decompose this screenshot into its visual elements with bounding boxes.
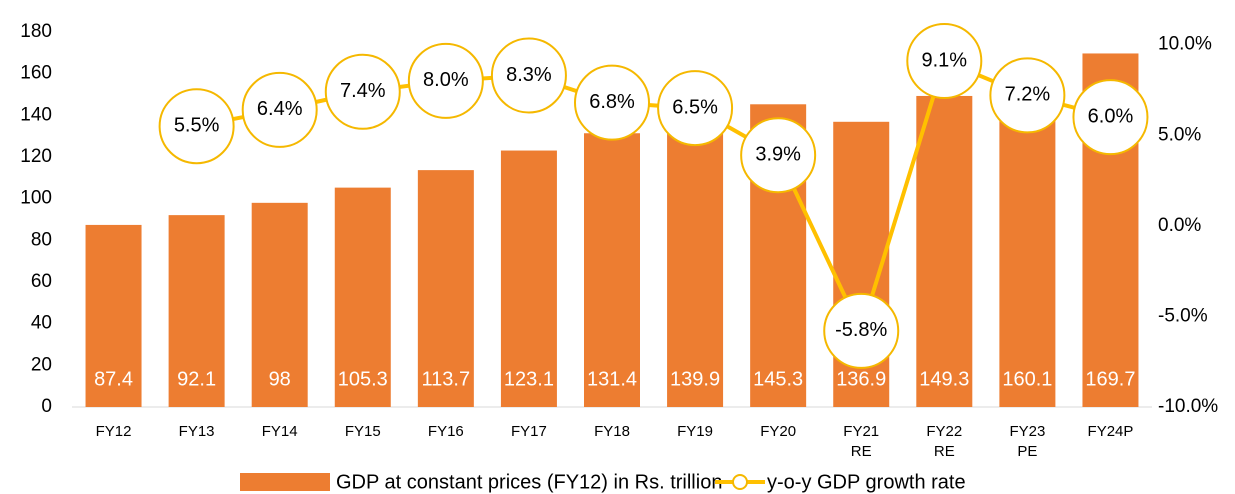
x-tick-label: FY14 xyxy=(262,423,298,440)
y2-tick-label: 0.0% xyxy=(1158,215,1201,236)
y-tick-label: 120 xyxy=(20,146,52,167)
growth-label: 8.3% xyxy=(506,64,552,86)
bar-value-label: 87.4 xyxy=(94,368,133,390)
bar-value-label: 149.3 xyxy=(919,368,969,390)
bar xyxy=(85,224,142,407)
bar xyxy=(334,187,391,407)
growth-label: 6.5% xyxy=(672,96,718,118)
growth-label: 6.0% xyxy=(1088,105,1134,127)
growth-label: 6.4% xyxy=(257,98,303,120)
bar-value-label: 123.1 xyxy=(504,368,554,390)
x-tick-label: FY19 xyxy=(677,423,713,440)
growth-label: 9.1% xyxy=(922,49,968,71)
y-tick-label: 100 xyxy=(20,188,52,209)
x-tick-label: FY20 xyxy=(760,423,796,440)
bar xyxy=(168,215,225,407)
growth-marker xyxy=(490,37,567,114)
x-tick-label: FY18 xyxy=(594,423,630,440)
growth-marker xyxy=(823,292,900,369)
growth-marker xyxy=(407,42,484,119)
bar-value-label: 131.4 xyxy=(587,368,637,390)
legend-swatch xyxy=(240,473,330,491)
y-tick-label: 180 xyxy=(20,21,52,42)
legend-label: GDP at constant prices (FY12) in Rs. tri… xyxy=(336,471,722,493)
x-tick-label: FY23 PE xyxy=(1009,423,1045,460)
bar-value-label: 145.3 xyxy=(753,368,803,390)
growth-label: 8.0% xyxy=(423,69,469,91)
x-tick-label: FY22 RE xyxy=(926,423,962,460)
growth-marker xyxy=(989,57,1066,134)
y2-tick-label: 10.0% xyxy=(1158,34,1212,55)
bar xyxy=(667,115,724,408)
x-tick-label: FY12 xyxy=(96,423,132,440)
y-tick-label: 140 xyxy=(20,104,52,125)
growth-label: 7.4% xyxy=(340,80,386,102)
y-tick-label: 60 xyxy=(31,271,52,292)
growth-marker xyxy=(241,71,318,148)
x-tick-label: FY21 RE xyxy=(843,423,879,460)
bar-value-label: 92.1 xyxy=(177,368,216,390)
y-tick-label: 0 xyxy=(41,396,52,417)
growth-marker xyxy=(574,64,650,141)
y-tick-label: 20 xyxy=(31,354,52,375)
x-tick-label: FY16 xyxy=(428,423,464,440)
growth-marker xyxy=(740,117,817,194)
growth-label: 6.8% xyxy=(589,91,635,113)
legend-label: y-o-y GDP growth rate xyxy=(767,471,966,493)
growth-marker xyxy=(158,88,235,165)
growth-label: 3.9% xyxy=(755,143,801,165)
bar-value-label: 105.3 xyxy=(338,368,388,390)
x-tick-label: FY13 xyxy=(179,423,215,440)
bar xyxy=(500,150,557,407)
growth-marker xyxy=(906,22,983,99)
bar-value-label: 113.7 xyxy=(422,368,471,390)
y2-tick-label: -10.0% xyxy=(1158,396,1218,417)
bar-value-label: 98 xyxy=(269,368,291,390)
growth-label: -5.8% xyxy=(835,319,887,341)
growth-marker xyxy=(657,70,734,147)
bar xyxy=(417,170,474,407)
y2-tick-label: -5.0% xyxy=(1158,305,1208,326)
y-tick-label: 40 xyxy=(31,313,52,334)
growth-marker xyxy=(1072,79,1149,156)
bar xyxy=(251,202,308,407)
bar-value-label: 169.7 xyxy=(1085,368,1135,390)
bar xyxy=(584,133,640,407)
growth-label: 7.2% xyxy=(1005,84,1051,106)
y2-tick-label: 5.0% xyxy=(1158,124,1201,145)
bar xyxy=(916,95,973,407)
bar-value-label: 160.1 xyxy=(1002,368,1052,390)
y-tick-label: 160 xyxy=(20,63,52,84)
bar-value-label: 139.9 xyxy=(670,368,720,390)
x-tick-label: FY17 xyxy=(511,423,547,440)
growth-marker xyxy=(324,53,401,130)
x-tick-label: FY15 xyxy=(345,423,381,440)
x-tick-label: FY24P xyxy=(1088,423,1134,440)
bar-value-label: 136.9 xyxy=(836,368,886,390)
growth-label: 5.5% xyxy=(174,114,220,136)
legend-marker xyxy=(732,474,748,490)
y-tick-label: 80 xyxy=(31,229,52,250)
